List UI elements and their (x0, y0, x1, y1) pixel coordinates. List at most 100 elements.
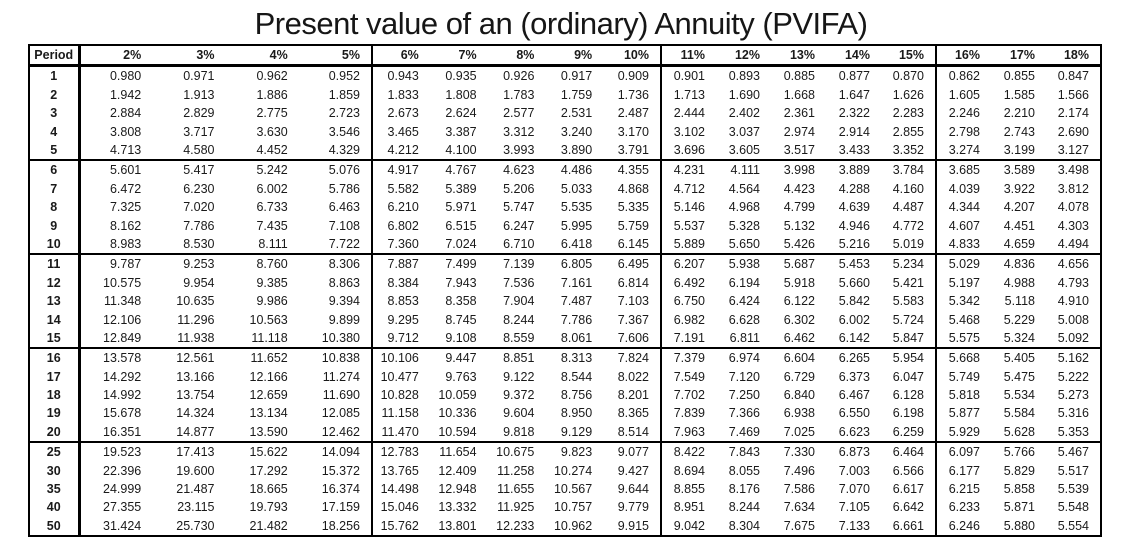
period-cell: 15 (29, 328, 81, 349)
value-cell: 5.132 (783, 218, 815, 233)
rate-header-cell: 14% (825, 45, 881, 68)
value-cell: 5.008 (1057, 312, 1089, 327)
table-row: 50 31.424 25.730 21.482 18.256 15.762 13.801 12… (29, 516, 1101, 537)
period-cell: 8 (29, 198, 81, 217)
value-cell: 3.685 (934, 159, 991, 180)
value-cell: 5.421 (892, 275, 924, 290)
value-cell: 10.336 (438, 406, 477, 421)
value-cell: 3.498 (1045, 159, 1101, 180)
header-row: Period 2% 3% 4% 5% 6% 7% 8% 9% 10% 11% 12% 13% 14% 15%… (29, 45, 1101, 68)
value-cell: 10.828 (371, 386, 430, 405)
value-cell: 11.938 (177, 330, 215, 345)
value-cell: 6.802 (371, 216, 430, 235)
value-cell: 3.696 (659, 141, 716, 161)
value-cell: 2.743 (1003, 124, 1035, 139)
value-cell: 11.925 (497, 500, 535, 515)
value-cell: 5.417 (152, 159, 226, 180)
value-cell: 5.650 (728, 236, 760, 251)
value-cell: 6.462 (783, 330, 815, 345)
table-body: 1 0.980 0.971 0.962 0.952 0.943 0.935 0.926 0.91… (29, 65, 1101, 537)
value-cell: 8.694 (659, 461, 716, 481)
value-cell: 17.292 (249, 463, 288, 478)
table-row: 17 14.292 13.166 12.166 11.274 10.477 9.763 9.1… (29, 367, 1101, 387)
value-cell: 3.274 (934, 141, 991, 161)
value-cell: 1.585 (1003, 87, 1035, 102)
value-cell: 6.002 (256, 181, 288, 196)
value-cell: 5.539 (1057, 482, 1089, 497)
value-cell: 7.786 (560, 312, 593, 327)
table-row: 20 16.351 14.877 13.590 12.462 11.470 10.594 9.… (29, 422, 1101, 443)
value-cell: 7.366 (728, 406, 760, 421)
value-cell: 5.995 (560, 218, 593, 233)
value-cell: 7.943 (445, 275, 477, 290)
value-cell: 6.122 (783, 294, 815, 309)
value-cell: 9.077 (603, 441, 661, 462)
period-cell: 35 (29, 480, 81, 499)
value-cell: 5.405 (990, 347, 1046, 368)
value-cell: 8.853 (371, 292, 430, 311)
value-cell: 7.250 (728, 388, 760, 403)
value-cell: 8.384 (371, 273, 430, 293)
table-row: 4 3.808 3.717 3.630 3.546 3.465 3.387 3.312 3.24… (29, 122, 1101, 142)
value-cell: 5.316 (1057, 406, 1089, 421)
value-cell: 2.487 (617, 106, 649, 121)
value-cell: 15.762 (371, 516, 430, 537)
value-cell: 0.962 (256, 69, 288, 84)
value-cell: 6.661 (892, 518, 924, 533)
period-cell: 10 (29, 235, 81, 255)
value-cell: 7.020 (183, 200, 215, 215)
value-cell: 4.344 (934, 198, 991, 217)
table-row: 8 7.325 7.020 6.733 6.463 6.210 5.971 5.747 5.53… (29, 198, 1101, 217)
value-cell: 5.222 (1057, 369, 1089, 384)
value-cell: 7.843 (715, 441, 771, 462)
value-cell: 1.626 (892, 87, 924, 102)
value-cell: 7.105 (838, 500, 870, 515)
period-cell: 14 (29, 310, 81, 329)
value-cell: 7.435 (256, 218, 288, 233)
value-cell: 7.120 (728, 369, 760, 384)
value-cell: 8.176 (728, 482, 760, 497)
value-cell: 7.904 (503, 294, 535, 309)
table-row: 1 0.980 0.971 0.962 0.952 0.943 0.935 0.926 0.91… (29, 65, 1101, 86)
rate-header-cell: 3% (152, 45, 226, 68)
value-cell: 6.177 (934, 461, 991, 481)
value-cell: 6.811 (729, 330, 760, 345)
value-cell: 12.166 (249, 369, 288, 384)
value-cell: 6.194 (728, 275, 760, 290)
value-cell: 4.494 (1057, 236, 1089, 251)
table-row: 12 10.575 9.954 9.385 8.863 8.384 7.943 7.536 7.… (29, 273, 1101, 293)
value-cell: 3.312 (503, 124, 535, 139)
value-cell: 2.174 (1057, 106, 1089, 121)
value-cell: 8.950 (560, 406, 593, 421)
value-cell: 5.858 (1003, 482, 1035, 497)
value-cell: 5.842 (838, 294, 870, 309)
value-cell: 4.039 (934, 179, 991, 199)
value-cell: 1.783 (503, 87, 535, 102)
value-cell: 19.793 (249, 500, 288, 515)
rate-header-cell: 6% (371, 45, 430, 68)
rate-header-cell: 11% (659, 45, 716, 68)
value-cell: 4.487 (892, 200, 924, 215)
value-cell: 7.367 (617, 312, 649, 327)
table-row: 35 24.999 21.487 18.665 16.374 14.498 12.948 11… (29, 480, 1101, 499)
value-cell: 6.424 (728, 294, 760, 309)
value-cell: 9.295 (371, 310, 430, 329)
value-cell: 4.207 (1003, 200, 1035, 215)
value-cell: 3.387 (445, 124, 477, 139)
value-cell: 8.162 (109, 218, 142, 233)
value-cell: 3.433 (838, 142, 870, 157)
value-cell: 13.801 (438, 518, 477, 533)
value-cell: 5.829 (1003, 463, 1035, 478)
table-row: 15 12.849 11.938 11.118 10.380 9.712 9.108 8.55… (29, 328, 1101, 349)
value-cell: 8.951 (659, 498, 716, 517)
value-cell: 9.763 (445, 369, 477, 384)
value-cell: 6.974 (715, 347, 771, 368)
value-cell: 11.348 (103, 294, 142, 309)
value-cell: 0.885 (783, 69, 815, 84)
value-cell: 9.779 (617, 500, 649, 515)
value-cell: 7.161 (560, 275, 593, 290)
period-cell: 20 (29, 422, 81, 443)
value-cell: 10.675 (487, 441, 546, 462)
value-cell: 3.889 (825, 159, 881, 180)
